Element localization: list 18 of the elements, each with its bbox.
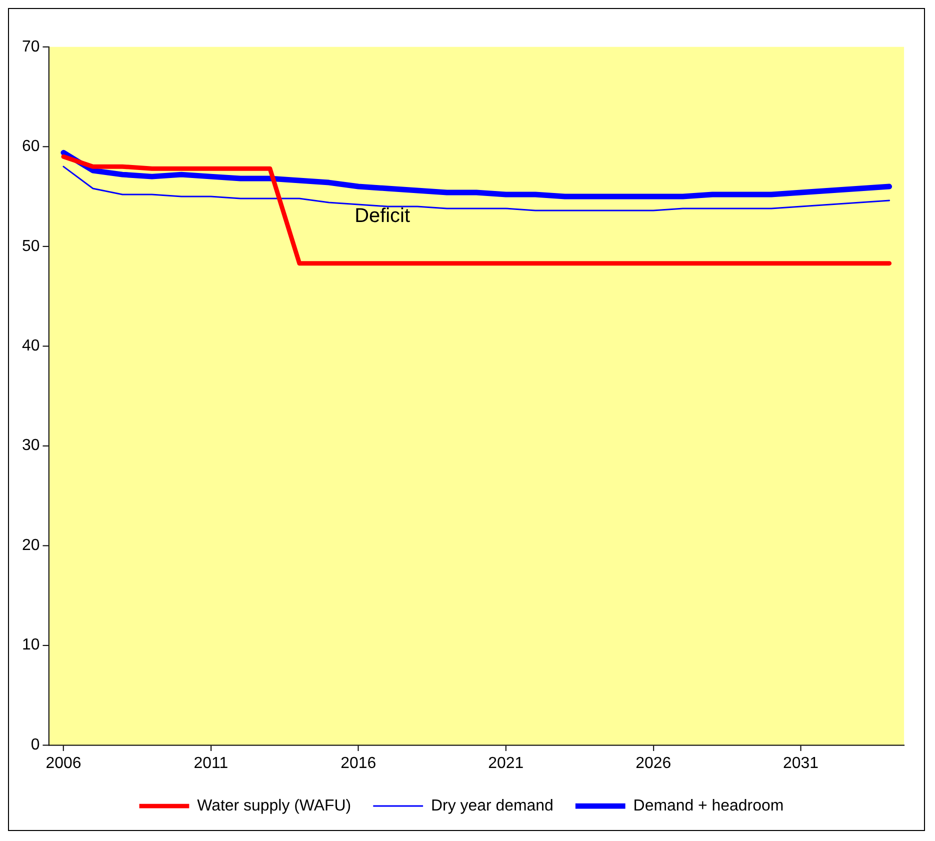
y-tick-label: 10 bbox=[22, 636, 40, 654]
y-tick-label: 20 bbox=[22, 536, 40, 554]
y-tick-label: 0 bbox=[30, 736, 40, 754]
x-tick-label: 2016 bbox=[340, 754, 376, 772]
legend-label: Demand + headroom bbox=[633, 797, 784, 814]
x-tick-label: 2031 bbox=[783, 754, 819, 772]
y-tick-label: 50 bbox=[22, 238, 40, 255]
y-tick-label: 60 bbox=[22, 138, 40, 156]
x-tick-label: 2011 bbox=[194, 754, 228, 772]
legend-label: Water supply (WAFU) bbox=[197, 797, 352, 814]
x-tick-label: 2021 bbox=[488, 754, 524, 772]
y-tick-label: 70 bbox=[22, 38, 40, 56]
legend-label: Dry year demand bbox=[431, 797, 554, 814]
y-tick-label: 40 bbox=[22, 337, 40, 354]
y-tick-label: 30 bbox=[22, 437, 40, 454]
x-tick-label: 2026 bbox=[636, 754, 672, 772]
annotation: Deficit bbox=[354, 205, 410, 228]
x-tick-label: 2006 bbox=[46, 754, 82, 772]
